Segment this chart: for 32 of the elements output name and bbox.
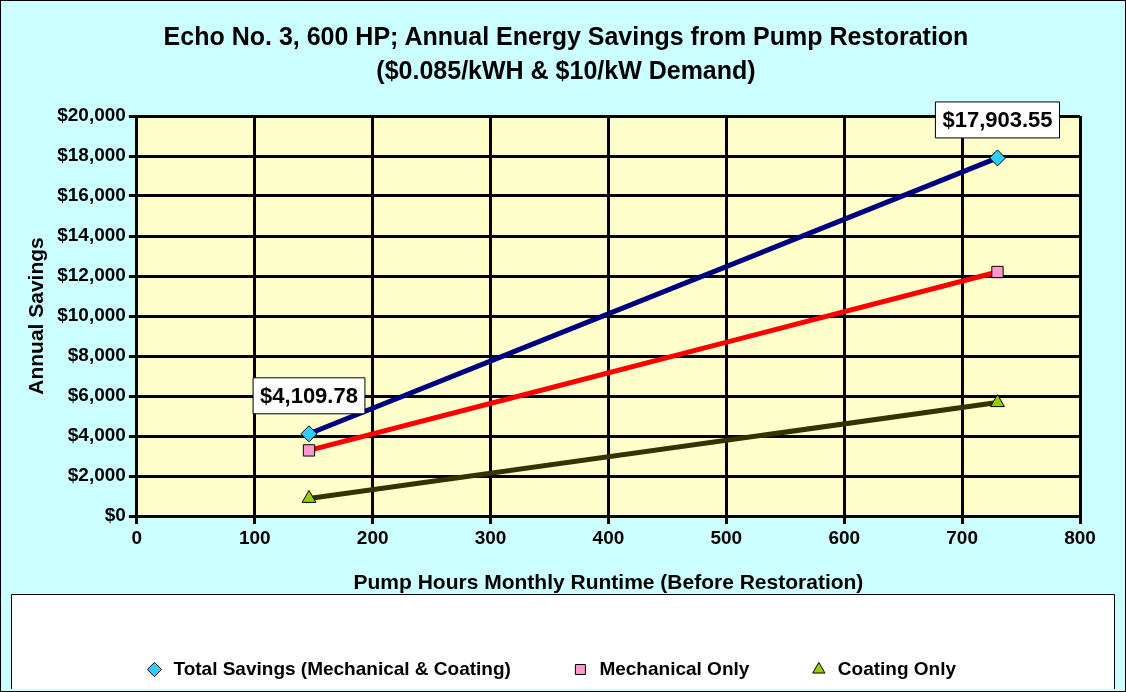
y-tick-label: $6,000 <box>67 384 126 406</box>
y-axis-title: Annual Savings <box>24 237 48 395</box>
y-tick-label: $10,000 <box>57 304 126 326</box>
x-tick-label: 300 <box>474 526 507 548</box>
point <box>300 425 318 443</box>
legend-label: Mechanical Only <box>599 657 750 679</box>
y-tick-label: $20,000 <box>57 104 126 126</box>
point <box>302 444 316 457</box>
legend-label: Total Savings (Mechanical & Coating) <box>173 657 511 679</box>
point <box>988 149 1006 167</box>
y-tick-label: $12,000 <box>57 264 126 286</box>
y-tick-label: $16,000 <box>57 184 126 206</box>
x-axis-title: Pump Hours Monthly Runtime (Before Restoration) <box>353 570 864 594</box>
point <box>991 265 1004 279</box>
x-tick-label: 700 <box>946 526 978 548</box>
x-tick-label: 800 <box>1064 526 1096 548</box>
x-tick-label: 600 <box>828 526 861 548</box>
x-tick-label: 100 <box>238 526 271 548</box>
y-tick-label: $18,000 <box>57 144 126 166</box>
x-tick-label: 0 <box>131 526 143 548</box>
x-tick-label: 400 <box>592 526 625 548</box>
chart-title: Echo No. 3, 600 HP; Annual Energy Savings from Pump Restoration ($0.085/kWH & $10/kW Demand) <box>162 21 970 86</box>
legend-label: Coating Only <box>837 657 957 679</box>
y-tick-label: $8,000 <box>67 344 126 366</box>
x-tick-label: 500 <box>710 526 743 548</box>
y-tick-label: $0 <box>104 504 126 526</box>
x-tick-label: 200 <box>356 526 389 548</box>
data-label: $4,109.78 <box>260 382 358 408</box>
y-tick-label: $4,000 <box>67 424 126 446</box>
y-tick-label: $14,000 <box>57 224 126 246</box>
data-label: $17,903.55 <box>942 106 1053 132</box>
y-tick-label: $2,000 <box>67 464 126 486</box>
